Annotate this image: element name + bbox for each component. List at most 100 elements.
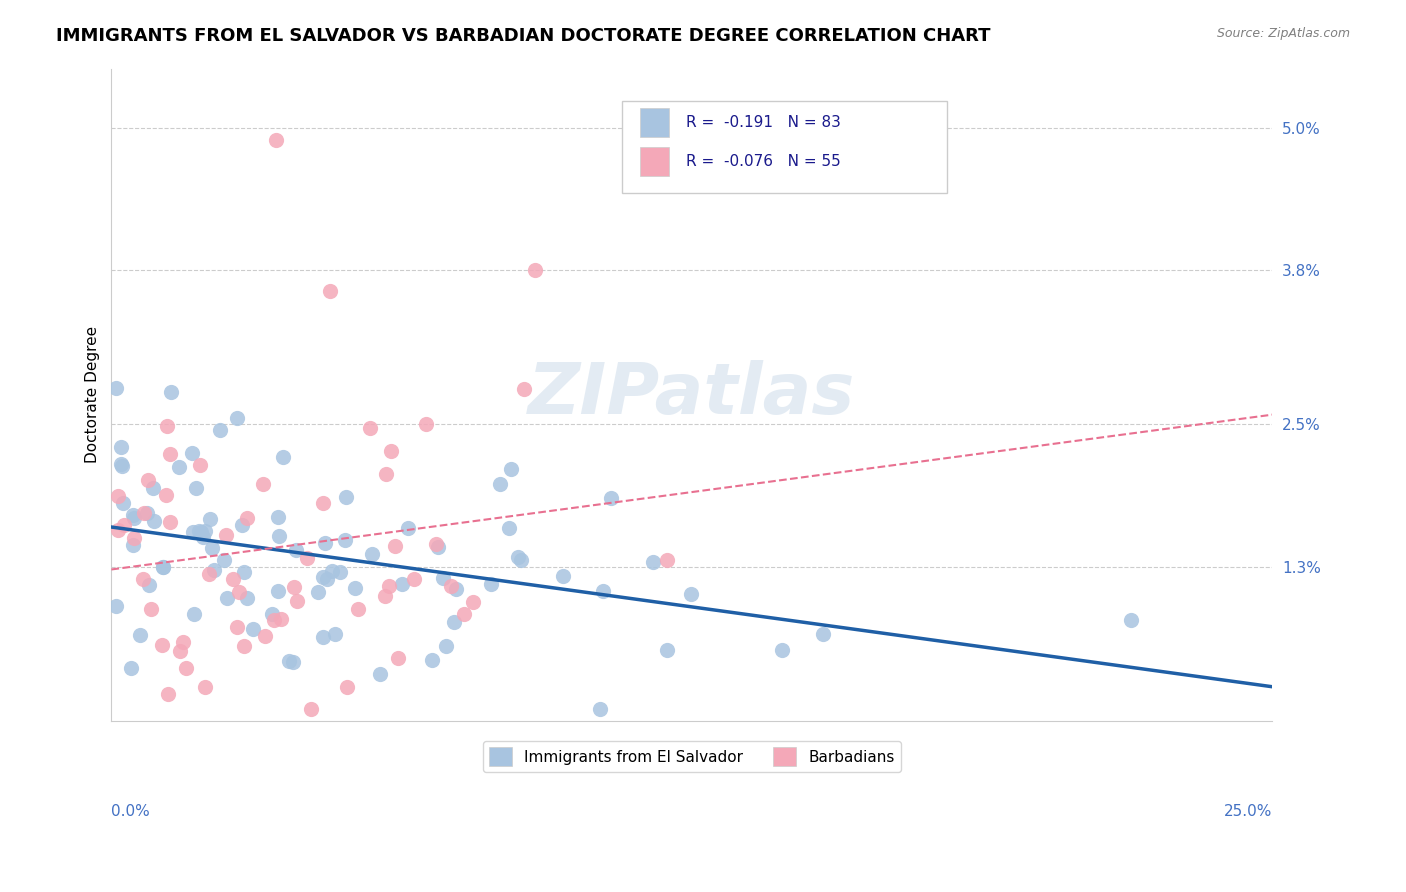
Point	[377, 579, 399, 593]
Point	[506, 549, 529, 564]
Point	[655, 642, 678, 657]
Point	[443, 615, 465, 629]
Point	[174, 661, 197, 675]
Point	[143, 514, 166, 528]
Point	[136, 506, 159, 520]
Text: R =  -0.191   N = 83: R = -0.191 N = 83	[686, 114, 841, 129]
Point	[156, 418, 179, 433]
Point	[311, 496, 333, 510]
Point	[159, 515, 181, 529]
Point	[252, 477, 274, 491]
Point	[242, 623, 264, 637]
Point	[202, 563, 225, 577]
Point	[190, 525, 212, 540]
Point	[344, 581, 367, 595]
Point	[136, 473, 159, 487]
Point	[191, 530, 214, 544]
Point	[380, 443, 402, 458]
Point	[811, 626, 834, 640]
Point	[425, 537, 447, 551]
Point	[681, 586, 703, 600]
FancyBboxPatch shape	[640, 147, 668, 177]
FancyBboxPatch shape	[640, 108, 668, 137]
FancyBboxPatch shape	[621, 101, 948, 193]
Point	[215, 528, 238, 542]
Point	[150, 638, 173, 652]
Point	[387, 651, 409, 665]
Point	[600, 491, 623, 505]
Point	[110, 440, 132, 454]
Point	[316, 572, 339, 586]
Point	[299, 702, 322, 716]
Point	[434, 639, 457, 653]
Point	[311, 630, 333, 644]
Point	[228, 585, 250, 599]
Point	[107, 523, 129, 537]
Point	[551, 569, 574, 583]
Point	[267, 509, 290, 524]
Point	[278, 654, 301, 668]
Point	[446, 582, 468, 596]
Point	[655, 553, 678, 567]
Point	[159, 447, 181, 461]
Point	[267, 529, 290, 543]
Point	[281, 656, 304, 670]
Text: 25.0%: 25.0%	[1223, 804, 1272, 819]
Point	[432, 571, 454, 585]
Point	[112, 517, 135, 532]
Point	[283, 580, 305, 594]
Point	[479, 577, 502, 591]
Point	[1119, 613, 1142, 627]
Point	[225, 411, 247, 425]
Text: Source: ZipAtlas.com: Source: ZipAtlas.com	[1216, 27, 1350, 40]
Point	[105, 381, 128, 395]
Text: R =  -0.076   N = 55: R = -0.076 N = 55	[686, 153, 841, 169]
Y-axis label: Doctorate Degree: Doctorate Degree	[86, 326, 100, 463]
Point	[374, 467, 396, 482]
Point	[208, 423, 231, 437]
Point	[198, 567, 221, 582]
Point	[513, 382, 536, 396]
Point	[122, 508, 145, 522]
Point	[232, 565, 254, 579]
Point	[167, 460, 190, 475]
Point	[188, 524, 211, 538]
Point	[233, 639, 256, 653]
Point	[180, 446, 202, 460]
Point	[236, 591, 259, 605]
Legend: Immigrants from El Salvador, Barbadians: Immigrants from El Salvador, Barbadians	[482, 741, 901, 772]
Point	[142, 481, 165, 495]
Text: 0.0%: 0.0%	[111, 804, 150, 819]
Point	[333, 533, 356, 548]
Point	[396, 521, 419, 535]
Point	[198, 512, 221, 526]
Point	[510, 553, 533, 567]
Point	[188, 458, 211, 472]
Point	[138, 577, 160, 591]
Point	[128, 628, 150, 642]
Point	[335, 490, 357, 504]
Point	[226, 620, 249, 634]
Point	[523, 263, 546, 277]
Point	[323, 626, 346, 640]
Point	[260, 607, 283, 622]
Point	[263, 613, 285, 627]
Point	[111, 459, 134, 474]
Point	[321, 564, 343, 578]
Text: ZIPatlas: ZIPatlas	[529, 360, 855, 429]
Point	[201, 541, 224, 555]
Point	[184, 481, 207, 495]
Point	[453, 607, 475, 622]
Point	[194, 680, 217, 694]
Text: IMMIGRANTS FROM EL SALVADOR VS BARBADIAN DOCTORATE DEGREE CORRELATION CHART: IMMIGRANTS FROM EL SALVADOR VS BARBADIAN…	[56, 27, 991, 45]
Point	[499, 462, 522, 476]
Point	[589, 702, 612, 716]
Point	[122, 510, 145, 524]
Point	[124, 531, 146, 545]
Point	[336, 680, 359, 694]
Point	[152, 559, 174, 574]
Point	[415, 417, 437, 432]
Point	[641, 555, 664, 569]
Point	[463, 595, 485, 609]
Point	[222, 572, 245, 586]
